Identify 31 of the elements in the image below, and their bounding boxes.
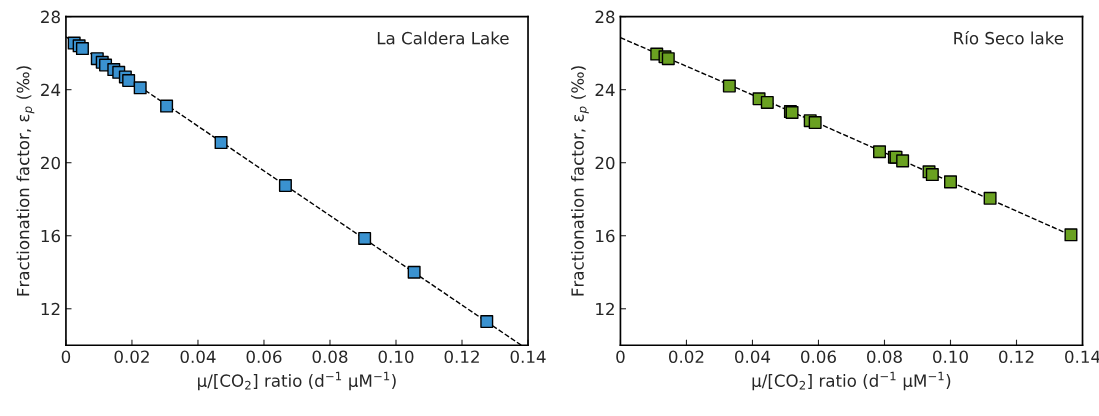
- y-tick-label: 16: [41, 229, 61, 243]
- x-tick-label: 0.14: [510, 350, 546, 364]
- x-tick-label: 0.10: [378, 350, 414, 364]
- x-tick-label: 0: [61, 350, 71, 364]
- x-tick-label: 0.04: [735, 350, 771, 364]
- y-axis-title: Fractionation factor, ε$_{p}$ (‰): [16, 66, 35, 296]
- y-tick-label: 24: [41, 83, 61, 96]
- annotation: Río Seco lake: [954, 30, 1064, 45]
- y-axis-title: Fractionation factor, ε$_{p}$ (‰): [570, 66, 589, 296]
- x-axis-title: μ/[CO$_{2}$] ratio (d$^{−1}$ μM$^{−1}$): [752, 371, 951, 391]
- x-tick-label: 0.12: [999, 350, 1034, 364]
- x-axis-title: μ/[CO$_{2}$] ratio (d$^{−1}$ μM$^{−1}$): [198, 371, 396, 391]
- x-tick-label: 0.02: [114, 350, 149, 364]
- x-tick-label: 0: [616, 350, 625, 364]
- x-tick-label: 0.06: [801, 350, 836, 364]
- y-tick-label: 12: [41, 302, 60, 316]
- x-tick-label: 0.02: [668, 350, 704, 364]
- y-tick-label: 20: [595, 156, 615, 170]
- annotation: La Caldera Lake: [377, 31, 509, 45]
- x-tick-label: 0.04: [180, 350, 216, 364]
- y-tick-label: 28: [41, 10, 60, 24]
- y-tick-label: 16: [596, 229, 615, 243]
- x-tick-label: 0.06: [246, 350, 282, 364]
- x-tick-label: 0.10: [933, 350, 968, 364]
- y-tick-label: 24: [595, 83, 615, 96]
- x-tick-label: 0.08: [867, 350, 902, 364]
- y-tick-label: 20: [41, 156, 60, 170]
- y-tick-label: 12: [596, 302, 614, 316]
- x-tick-label: 0.08: [312, 350, 348, 364]
- x-tick-label: 0.12: [444, 350, 479, 364]
- y-tick-label: 28: [595, 10, 615, 24]
